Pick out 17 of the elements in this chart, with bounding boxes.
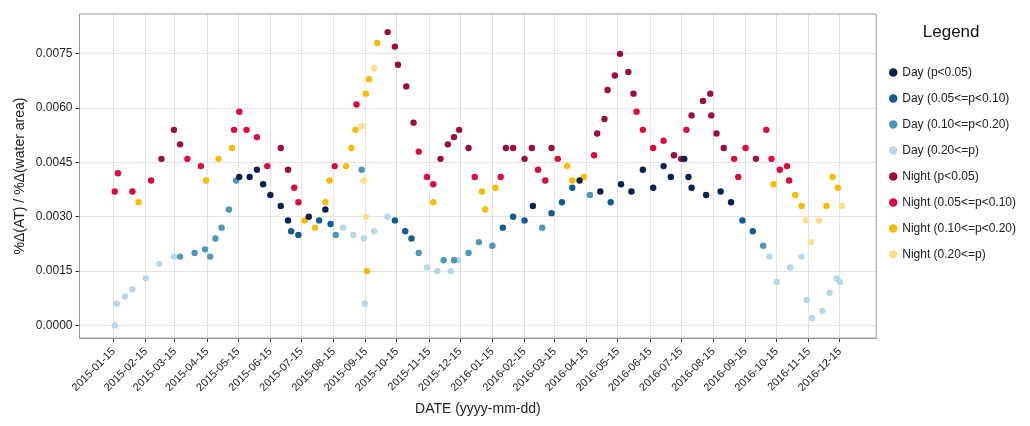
legend-label: Day (p<0.05) bbox=[902, 64, 972, 79]
legend-label: Day (0.20<=p) bbox=[902, 142, 979, 157]
y-tick-label: 0.0015 bbox=[35, 263, 73, 278]
y-axis-title: %Δ(AT) / %Δ(water area) bbox=[11, 97, 28, 255]
y-tick-label: 0.0000 bbox=[35, 317, 73, 332]
legend-label: Night (0.20<=p) bbox=[902, 246, 986, 261]
legend-label: Night (0.10<=p<0.20) bbox=[902, 220, 1016, 235]
y-tick-label: 0.0075 bbox=[35, 46, 73, 61]
legend-label: Day (0.10<=p<0.20) bbox=[902, 116, 1010, 131]
legend-label: Night (0.05<=p<0.10) bbox=[902, 194, 1016, 209]
x-axis-title: DATE (yyyy-mm-dd) bbox=[415, 400, 541, 417]
legend-label: Night (p<0.05) bbox=[902, 168, 979, 183]
legend-label: Day (0.05<=p<0.10) bbox=[902, 90, 1010, 105]
y-tick-label: 0.0045 bbox=[35, 154, 73, 169]
y-tick-label: 0.0060 bbox=[35, 100, 73, 115]
legend-title: Legend bbox=[922, 22, 980, 42]
y-tick-label: 0.0030 bbox=[35, 209, 73, 224]
